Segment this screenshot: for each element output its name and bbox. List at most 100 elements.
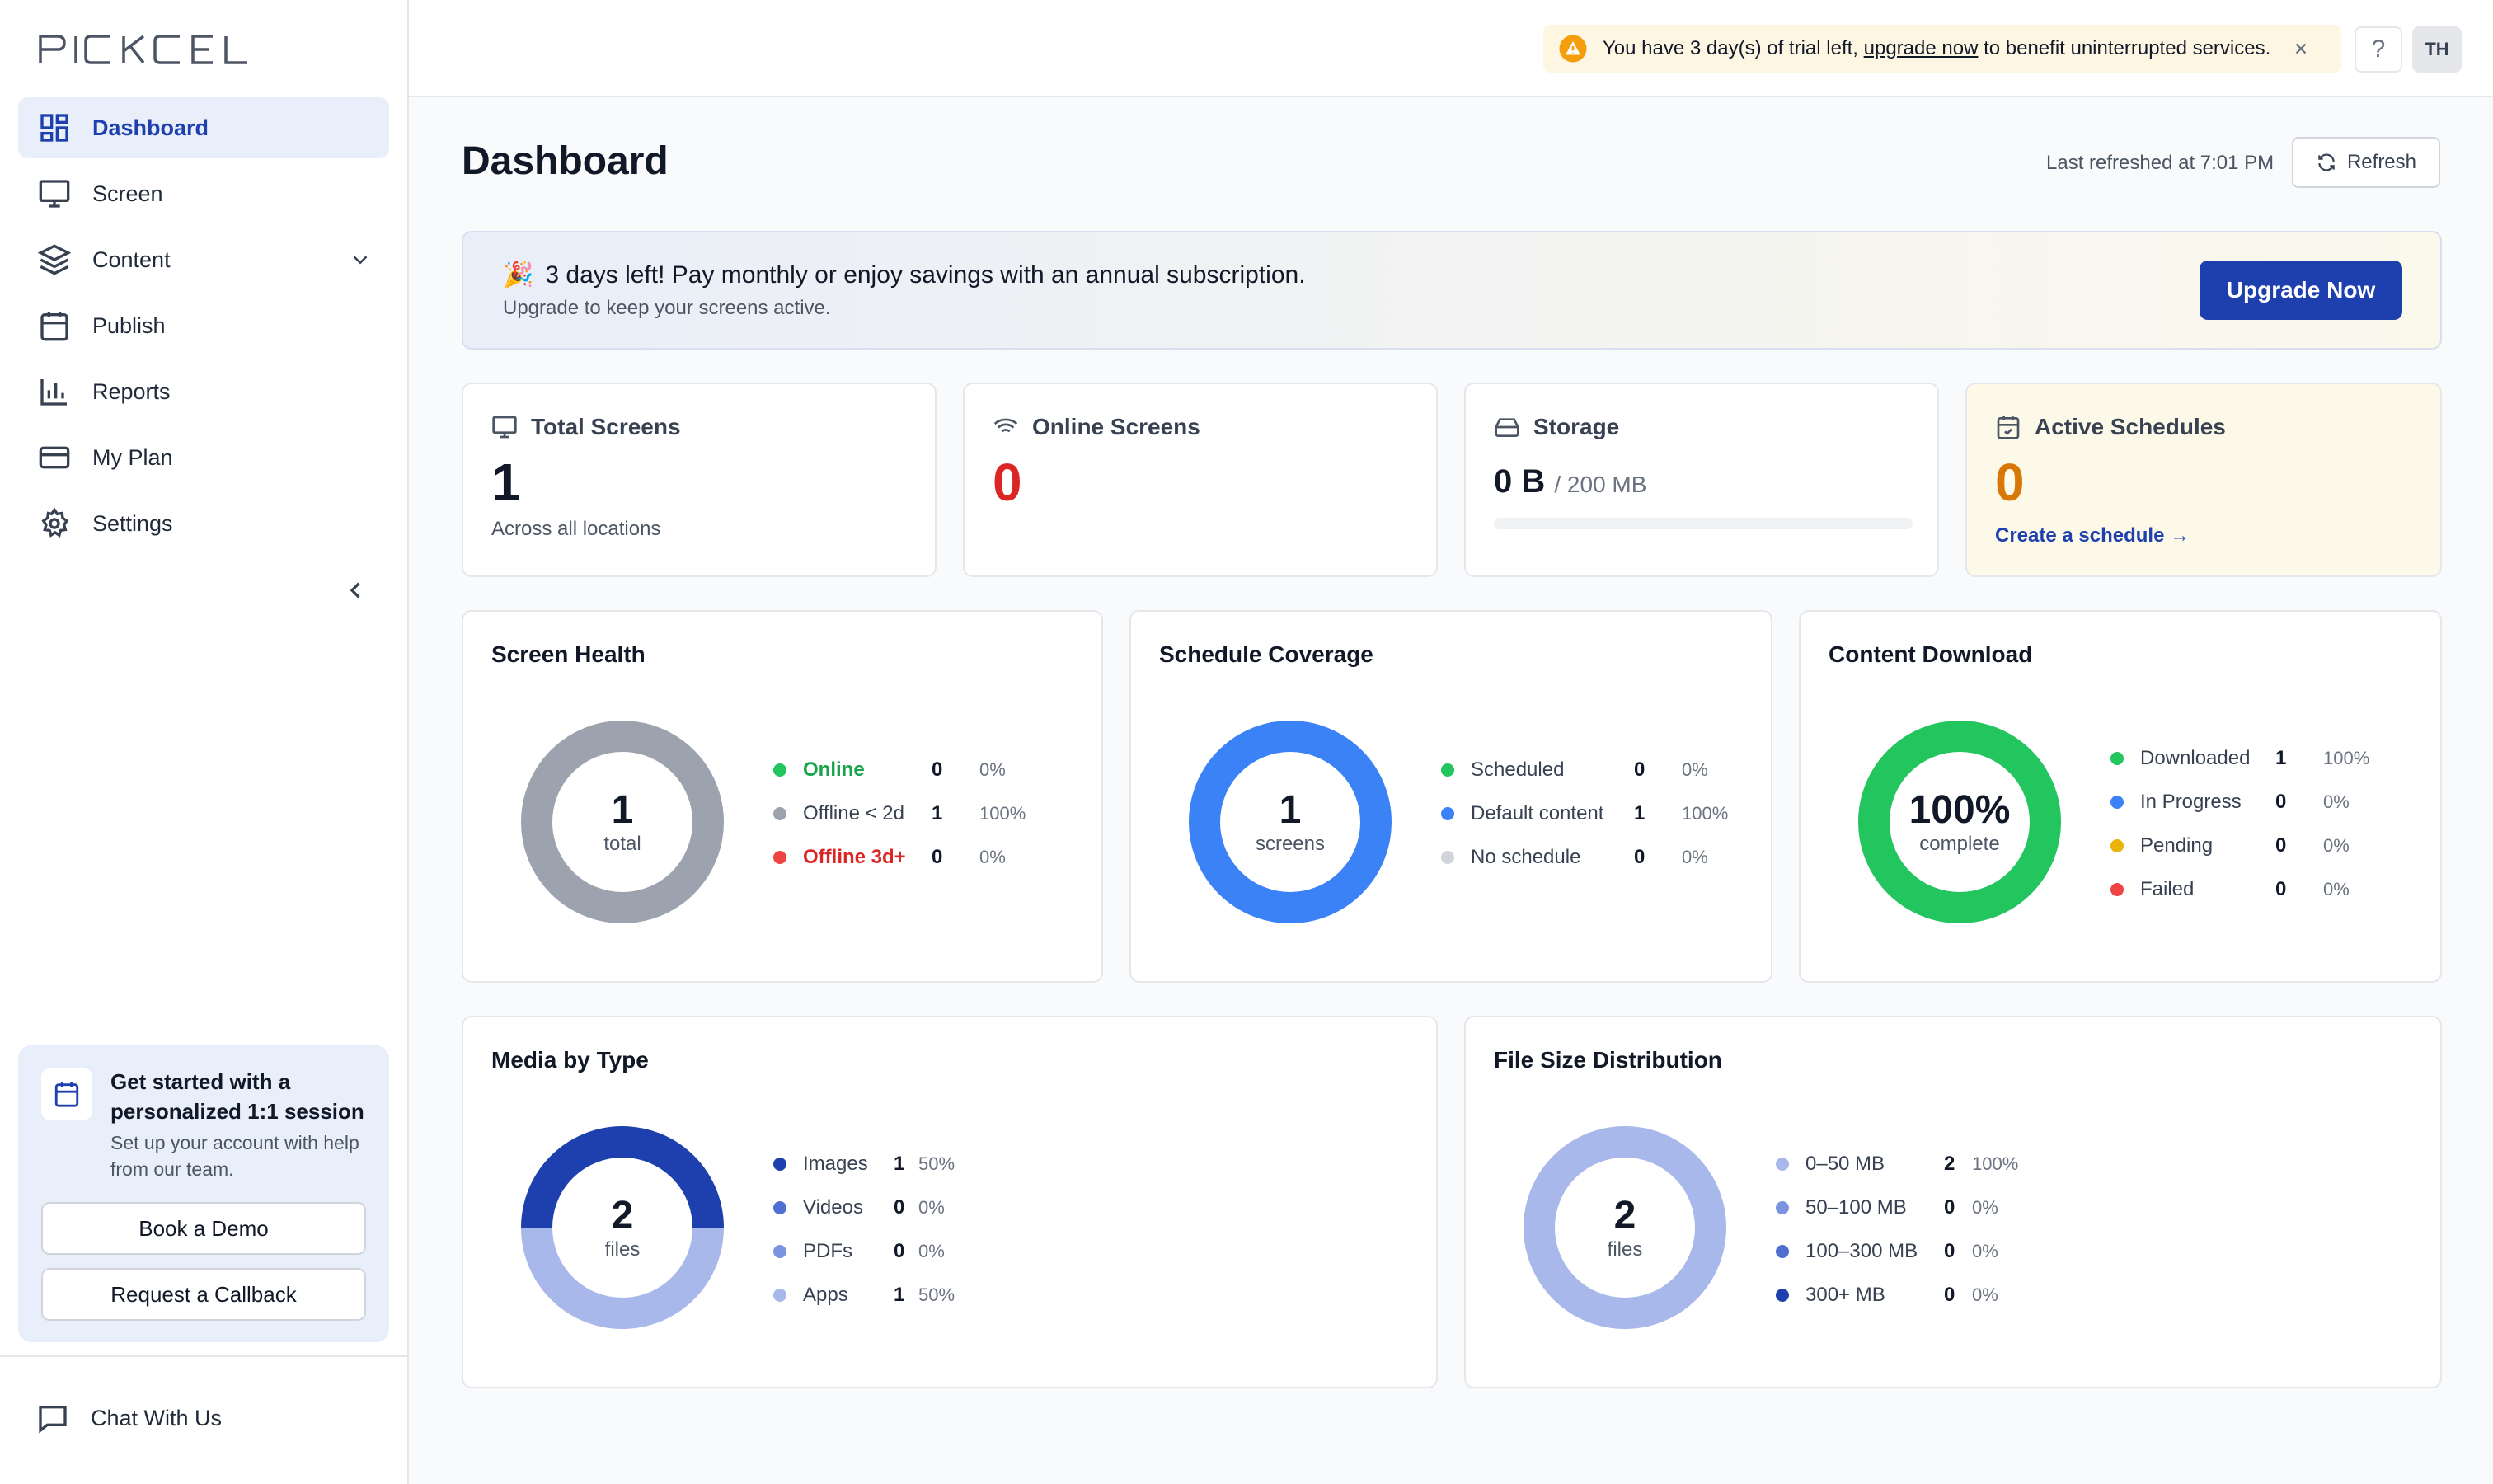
trial-text-prefix: You have 3 day(s) of trial left, bbox=[1603, 37, 1864, 59]
legend-dot bbox=[1441, 807, 1454, 820]
legend-dot bbox=[1776, 1201, 1789, 1214]
credit-card-icon bbox=[39, 446, 70, 469]
donut-center: 2 files bbox=[519, 1125, 725, 1331]
legend-dot bbox=[773, 807, 786, 820]
trial-text-suffix: to benefit uninterrupted services. bbox=[1978, 37, 2271, 59]
legend-value: 0 bbox=[1634, 846, 1646, 868]
donut-segment[interactable] bbox=[521, 721, 724, 923]
book-demo-button[interactable]: Book a Demo bbox=[41, 1202, 366, 1255]
legend-label: Online bbox=[803, 758, 865, 781]
legend-dot bbox=[2110, 796, 2124, 809]
online-screens-card[interactable]: Online Screens 0 bbox=[963, 383, 1438, 577]
sidebar-item-settings[interactable]: Settings bbox=[18, 493, 389, 554]
refresh-button[interactable]: Refresh bbox=[2292, 137, 2440, 188]
donut-segment[interactable] bbox=[521, 1126, 724, 1329]
legend-row: 100–300 MB 0 0% bbox=[1776, 1238, 1998, 1265]
chat-icon bbox=[39, 1406, 67, 1434]
legend-row: Apps 1 50% bbox=[773, 1282, 955, 1308]
upgrade-now-link[interactable]: upgrade now bbox=[1863, 37, 1979, 59]
legend-label: 50–100 MB bbox=[1805, 1196, 1907, 1219]
donut-center-value: 1 bbox=[611, 788, 634, 832]
refresh-icon bbox=[2318, 153, 2335, 171]
total-screens-card[interactable]: Total Screens 1 Across all locations bbox=[462, 383, 937, 577]
active-schedules-card[interactable]: Active Schedules 0 Create a schedule → bbox=[1965, 383, 2442, 577]
legend-row: Online 0 0% bbox=[773, 757, 1006, 783]
gear-icon bbox=[41, 507, 69, 538]
legend-value: 0 bbox=[894, 1240, 905, 1262]
help-button[interactable]: ? bbox=[2354, 26, 2402, 73]
legend-label: Videos bbox=[803, 1196, 863, 1219]
legend-dot bbox=[1776, 1289, 1789, 1302]
donut-segment[interactable] bbox=[1858, 721, 2061, 923]
online-screens-header: Online Screens bbox=[993, 414, 1200, 440]
sidebar-item-label: Settings bbox=[92, 510, 173, 536]
sidebar-item-label: Publish bbox=[92, 312, 166, 338]
storage-card[interactable]: Storage 0 B / 200 MB bbox=[1464, 383, 1939, 577]
stat-value: 1 bbox=[491, 453, 521, 512]
demo-card-title: Get started with a personalized 1:1 sess… bbox=[110, 1069, 364, 1124]
legend-percent: 0% bbox=[2323, 835, 2350, 856]
sidebar-item-my-plan[interactable]: My Plan bbox=[18, 427, 389, 488]
legend-row: 0–50 MB 2 100% bbox=[1776, 1151, 2018, 1177]
calendar-check-icon bbox=[1997, 416, 2020, 439]
legend-percent: 0% bbox=[1682, 847, 1708, 867]
chat-with-us-button[interactable]: Chat With Us bbox=[36, 1402, 222, 1435]
legend-percent: 0% bbox=[918, 1197, 945, 1218]
sidebar: Dashboard Screen Content Publish Reports… bbox=[0, 0, 409, 1484]
sidebar-item-content[interactable]: Content bbox=[18, 229, 389, 290]
chevron-left-icon bbox=[350, 582, 360, 599]
page-title: Dashboard bbox=[462, 139, 669, 183]
legend-dot bbox=[773, 1289, 786, 1302]
legend-row: 300+ MB 0 0% bbox=[1776, 1282, 1998, 1308]
legend-dot bbox=[773, 1158, 786, 1171]
sidebar-item-dashboard[interactable]: Dashboard bbox=[18, 97, 389, 158]
legend-row: Videos 0 0% bbox=[773, 1195, 945, 1221]
legend-dot bbox=[2110, 883, 2124, 896]
legend-dot bbox=[773, 763, 786, 777]
dashboard-icon bbox=[40, 114, 68, 142]
storage-used: 0 B bbox=[1494, 463, 1546, 500]
stat-subtext: Across all locations bbox=[491, 518, 661, 540]
legend-value: 0 bbox=[1634, 758, 1646, 781]
legend-label: Offline 3d+ bbox=[803, 846, 906, 868]
donut-center-label: files bbox=[604, 1238, 641, 1261]
donut-chart bbox=[521, 1126, 724, 1329]
legend-percent: 0% bbox=[2323, 879, 2350, 899]
legend-row: Scheduled 0 0% bbox=[1441, 757, 1708, 783]
donut-segment[interactable] bbox=[1524, 1126, 1726, 1329]
storage-header: Storage bbox=[1494, 414, 1619, 440]
donut-center: 1 screens bbox=[1187, 719, 1393, 925]
sidebar-item-screen[interactable]: Screen bbox=[18, 163, 389, 224]
legend-percent: 0% bbox=[1972, 1284, 1998, 1305]
donut-center-value: 100% bbox=[1908, 788, 2011, 832]
legend-row: Downloaded 1 100% bbox=[2110, 745, 2369, 772]
sidebar-item-publish[interactable]: Publish bbox=[18, 295, 389, 356]
donut-center-label: total bbox=[603, 833, 641, 855]
close-icon[interactable] bbox=[2292, 40, 2310, 58]
monitor-icon bbox=[492, 416, 517, 439]
avatar[interactable]: TH bbox=[2412, 26, 2462, 73]
legend-percent: 50% bbox=[918, 1284, 955, 1305]
legend-percent: 100% bbox=[979, 803, 1026, 824]
legend-dot bbox=[1776, 1245, 1789, 1258]
legend-value: 1 bbox=[894, 1153, 905, 1175]
sidebar-item-label: Screen bbox=[92, 181, 163, 206]
collapse-sidebar-button[interactable] bbox=[340, 574, 373, 607]
upgrade-now-button[interactable]: Upgrade Now bbox=[2200, 261, 2402, 320]
stat-value: 0 bbox=[993, 453, 1022, 512]
last-refreshed-text: Last refreshed at 7:01 PM bbox=[2046, 152, 2275, 174]
stat-label: Total Screens bbox=[531, 414, 681, 439]
sidebar-item-label: Content bbox=[92, 247, 171, 272]
chevron-down-icon[interactable] bbox=[348, 247, 373, 272]
create-schedule-link[interactable]: Create a schedule → bbox=[1995, 524, 2190, 547]
monitor-icon bbox=[39, 180, 70, 208]
legend-row: Failed 0 0% bbox=[2110, 876, 2350, 903]
request-callback-button[interactable]: Request a Callback bbox=[41, 1268, 366, 1321]
donut-segment[interactable] bbox=[1189, 721, 1392, 923]
sidebar-item-label: My Plan bbox=[92, 444, 173, 470]
promo-title-text: 3 days left! Pay monthly or enjoy saving… bbox=[545, 261, 1306, 289]
pickcel-logo[interactable] bbox=[38, 31, 261, 66]
sidebar-item-reports[interactable]: Reports bbox=[18, 361, 389, 422]
wifi-icon bbox=[993, 418, 1018, 437]
promo-subtitle: Upgrade to keep your screens active. bbox=[503, 297, 831, 319]
